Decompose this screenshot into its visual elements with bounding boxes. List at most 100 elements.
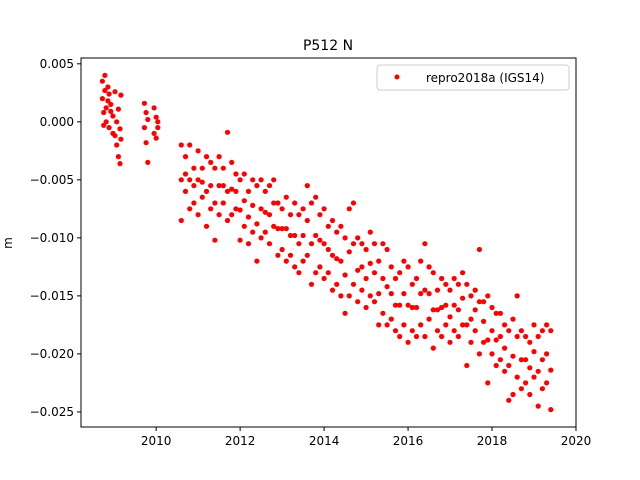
- data-point: [380, 310, 386, 316]
- data-point: [489, 351, 495, 357]
- data-point: [447, 339, 453, 345]
- data-point: [355, 267, 361, 273]
- data-point: [300, 232, 306, 239]
- data-point: [539, 328, 546, 334]
- data-point: [409, 281, 415, 287]
- data-point: [321, 241, 327, 247]
- data-point: [355, 235, 361, 241]
- chart-title: P512 N: [303, 38, 353, 54]
- data-point: [296, 212, 302, 218]
- data-point: [464, 322, 470, 328]
- data-point: [321, 275, 327, 282]
- data-point: [258, 235, 264, 241]
- data-point: [418, 258, 424, 264]
- data-point: [380, 241, 386, 247]
- data-point: [283, 194, 289, 200]
- data-point: [114, 142, 120, 148]
- data-point: [363, 246, 369, 253]
- data-point: [548, 328, 554, 334]
- data-point: [359, 264, 365, 270]
- data-point: [434, 287, 441, 293]
- data-point: [203, 223, 210, 229]
- data-point: [510, 391, 516, 398]
- data-point: [376, 258, 382, 264]
- x-tick-label: 2020: [561, 434, 592, 448]
- data-point: [216, 183, 222, 189]
- data-point: [216, 154, 222, 160]
- data-point: [443, 302, 449, 308]
- data-point: [108, 101, 114, 107]
- data-point: [460, 322, 466, 328]
- data-point: [439, 333, 445, 340]
- data-point: [187, 142, 193, 148]
- data-point: [178, 217, 184, 224]
- data-point: [388, 316, 394, 322]
- data-point: [443, 322, 449, 328]
- data-point: [535, 403, 541, 409]
- data-point: [237, 207, 243, 213]
- data-point: [527, 365, 533, 371]
- data-point: [397, 333, 403, 340]
- data-point: [220, 165, 226, 171]
- data-point: [405, 339, 411, 345]
- data-point: [510, 353, 516, 359]
- data-point: [544, 380, 550, 386]
- data-point: [329, 217, 336, 224]
- data-point: [114, 119, 120, 125]
- data-point: [518, 386, 525, 392]
- data-point: [220, 183, 226, 189]
- data-point: [338, 258, 344, 264]
- data-point: [182, 154, 189, 160]
- data-point: [464, 281, 470, 287]
- data-point: [409, 328, 415, 334]
- data-point: [392, 302, 399, 308]
- data-point: [313, 270, 319, 276]
- data-point: [224, 188, 231, 194]
- data-point: [334, 281, 340, 287]
- data-point: [359, 287, 365, 293]
- data-point: [485, 380, 491, 386]
- y-tick-label: −0.010: [30, 231, 74, 245]
- data-point: [409, 304, 415, 311]
- data-point: [476, 299, 482, 305]
- data-point: [523, 357, 529, 363]
- data-point: [178, 177, 184, 183]
- x-tick-label: 2018: [477, 434, 508, 448]
- data-point: [101, 109, 107, 116]
- data-point: [241, 171, 247, 177]
- data-point: [481, 339, 487, 345]
- legend-marker: [394, 74, 400, 80]
- data-point: [514, 293, 520, 299]
- data-point: [191, 200, 197, 206]
- data-point: [329, 252, 336, 258]
- data-point: [141, 100, 147, 106]
- data-point: [493, 310, 499, 316]
- x-tick-label: 2016: [393, 434, 424, 448]
- data-point: [384, 284, 390, 290]
- data-point: [413, 275, 420, 282]
- data-point: [308, 281, 315, 287]
- data-point: [143, 140, 149, 146]
- data-point: [413, 304, 420, 311]
- data-point: [527, 391, 533, 398]
- data-point: [371, 299, 378, 305]
- data-point: [430, 345, 436, 351]
- x-tick-label: 2012: [225, 434, 256, 448]
- data-point: [241, 198, 247, 204]
- data-point: [199, 165, 205, 171]
- data-point: [250, 177, 256, 183]
- data-point: [451, 328, 457, 334]
- data-point: [153, 135, 159, 141]
- y-axis: 0.005 0.000 −0.005 −0.010 −0.015 −0.020 −0.025: [30, 57, 81, 419]
- legend-label: repro2018a (IGS14): [426, 71, 544, 85]
- data-point: [212, 237, 218, 243]
- data-point: [321, 206, 327, 212]
- data-point: [224, 129, 231, 135]
- data-point: [485, 293, 491, 299]
- data-point: [426, 264, 432, 270]
- data-point: [497, 357, 503, 363]
- data-point: [464, 362, 470, 369]
- data-point: [439, 275, 445, 282]
- data-point: [258, 206, 264, 212]
- data-point: [455, 281, 461, 287]
